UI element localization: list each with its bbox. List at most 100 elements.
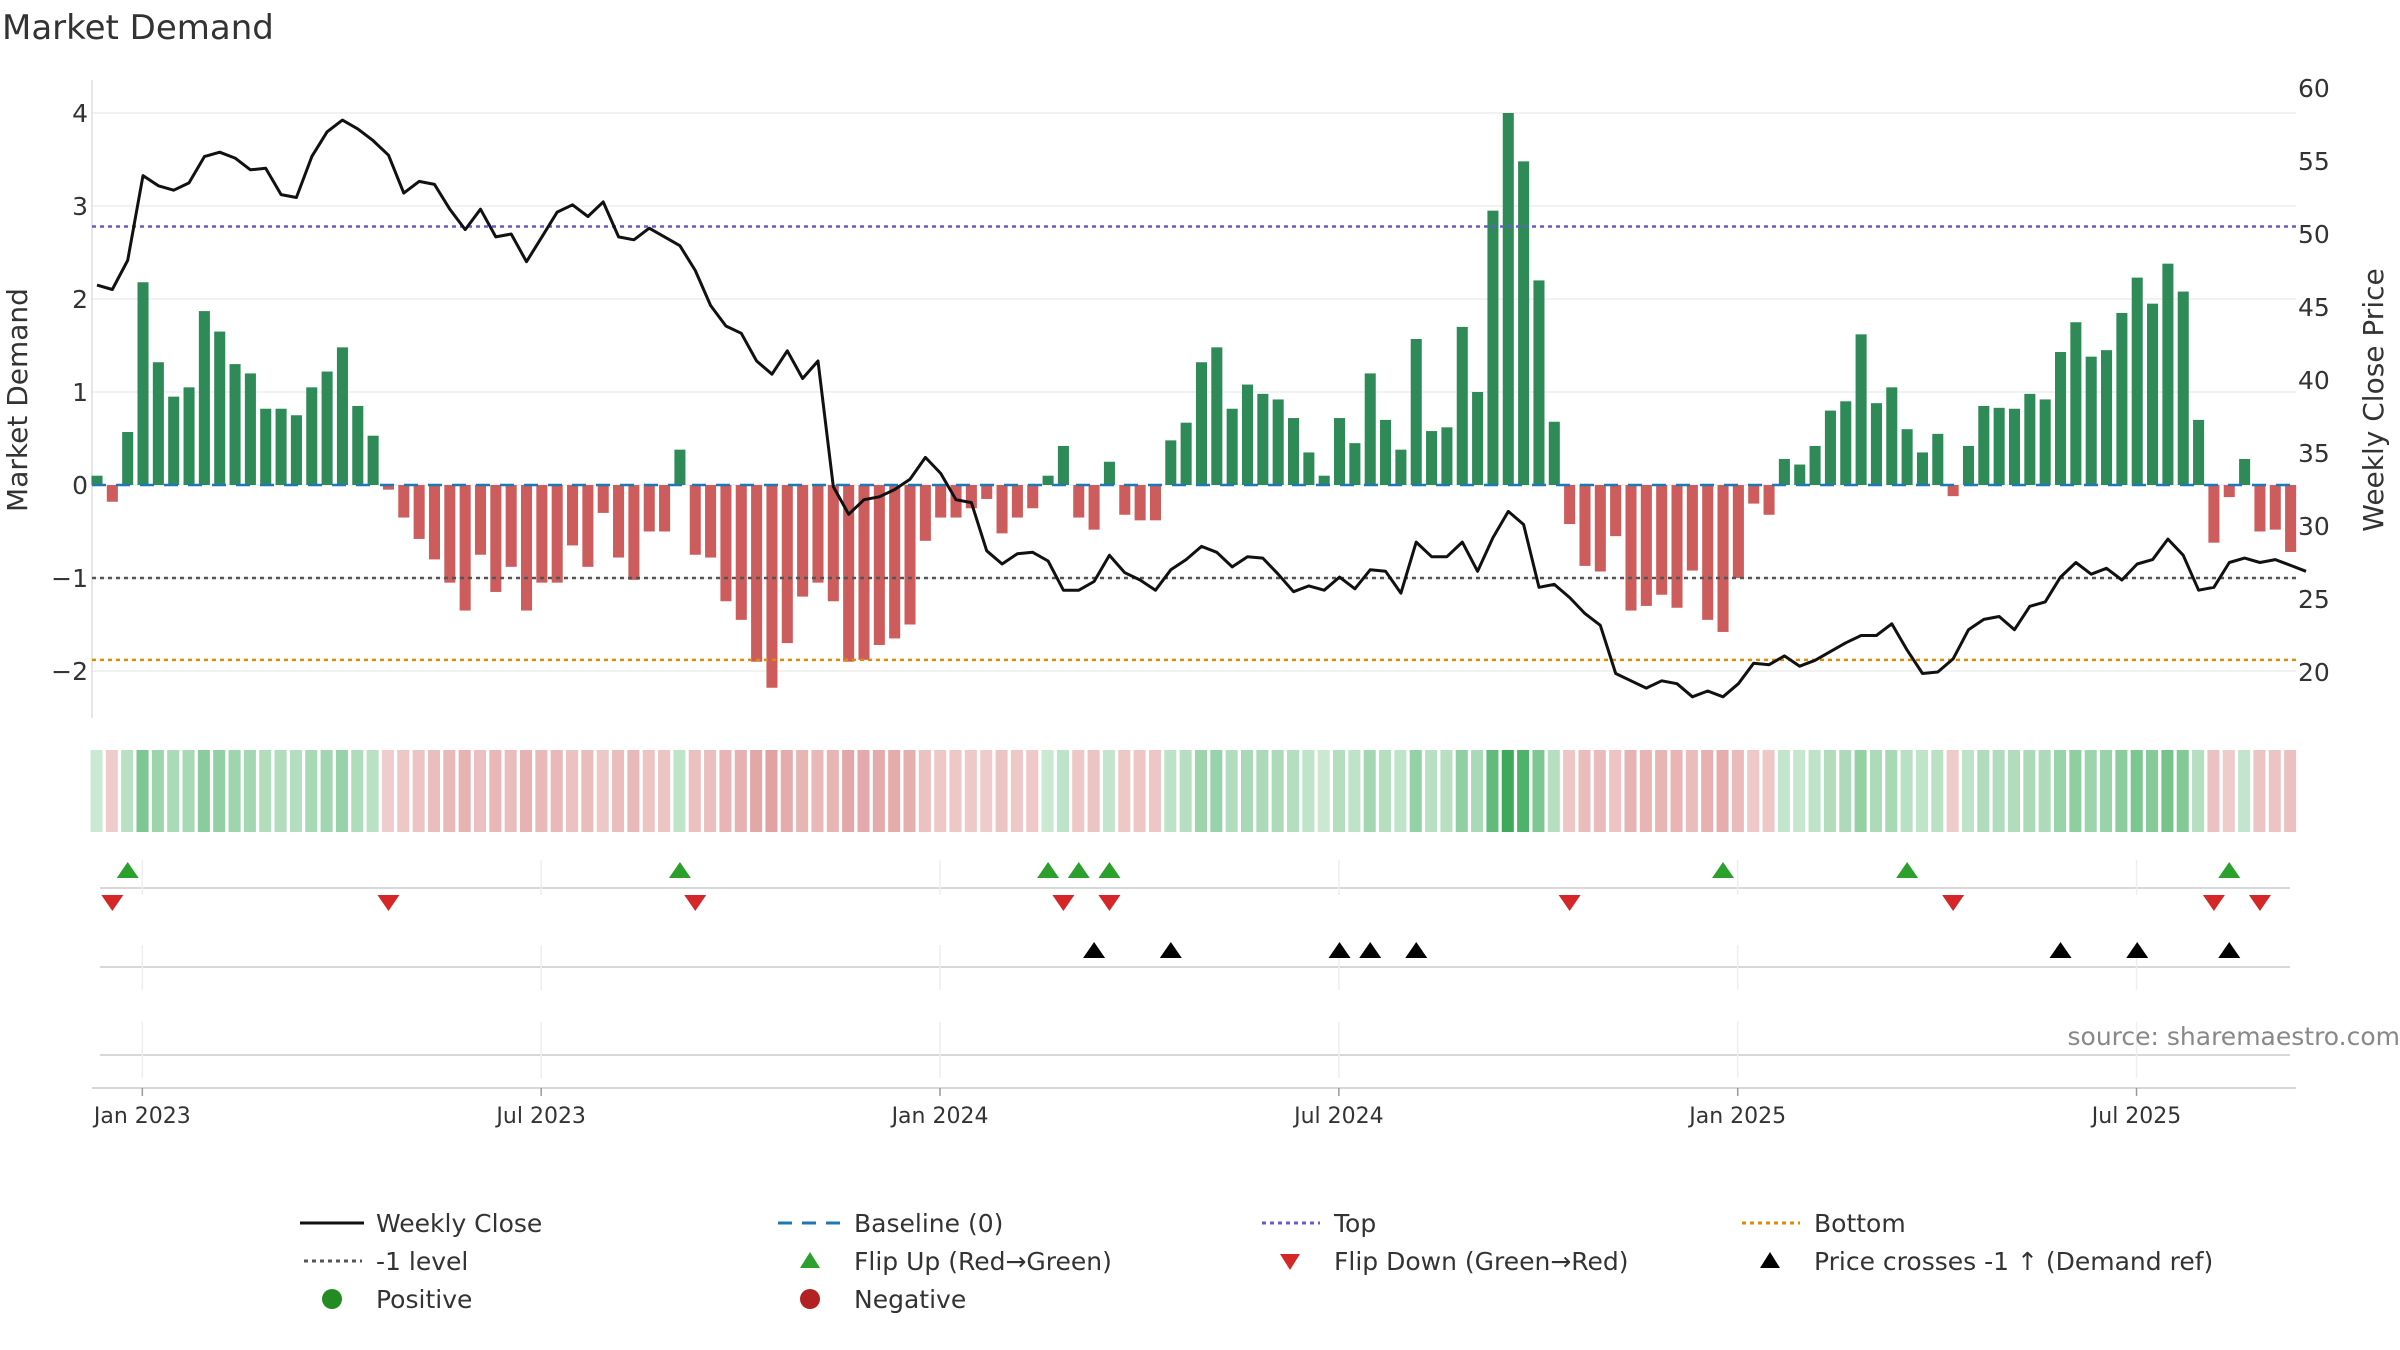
heat-cell (1010, 750, 1023, 832)
demand-bar (1272, 399, 1284, 485)
heat-cell (535, 750, 548, 832)
heat-cell (903, 750, 916, 832)
heat-cell (872, 750, 885, 832)
demand-bar (1303, 452, 1315, 485)
heat-cell (934, 750, 947, 832)
demand-bar (1625, 485, 1637, 611)
heat-cell (351, 750, 364, 832)
heat-cell (1317, 750, 1330, 832)
demand-bar (2177, 291, 2189, 485)
demand-bar (2024, 393, 2036, 485)
heat-cell (1348, 750, 1361, 832)
heat-cell (504, 750, 517, 832)
heat-cell (167, 750, 180, 832)
demand-bar (367, 435, 379, 485)
demand-bar (1855, 334, 1867, 485)
heat-cell (1087, 750, 1100, 832)
demand-bar (1748, 485, 1760, 504)
heat-cell (182, 750, 195, 832)
demand-bar (520, 485, 533, 611)
demand-bar (1518, 161, 1530, 486)
source-note: source: sharemaestro.com (2067, 1022, 2400, 1051)
legend-label: -1 level (376, 1246, 469, 1276)
heat-cell (1777, 750, 1790, 832)
demand-bar (1011, 485, 1023, 518)
heat-cell (2038, 750, 2051, 832)
heat-cell (366, 750, 379, 832)
heat-cell (473, 750, 487, 832)
demand-bar (137, 282, 149, 485)
demand-bar (1502, 113, 1514, 485)
dotted-line-icon (304, 1259, 362, 1263)
demand-bar (336, 347, 348, 485)
heat-cell (550, 750, 563, 832)
heat-cell (1793, 750, 1806, 832)
right-tick-label: 40 (2298, 366, 2330, 395)
heat-cell (1854, 750, 1867, 832)
demand-bar (781, 485, 793, 644)
demand-bar (1610, 485, 1622, 537)
heat-cell (427, 750, 441, 832)
demand-bar (398, 485, 410, 518)
left-tick-label: 3 (72, 192, 88, 221)
demand-bar (2147, 303, 2159, 485)
heat-cell (1747, 750, 1760, 832)
heat-cell (1839, 750, 1852, 832)
heat-cell (1240, 750, 1254, 832)
right-tick-label: 50 (2298, 220, 2330, 249)
demand-bar (827, 485, 839, 602)
demand-bar (1226, 408, 1238, 485)
heat-cell (1639, 750, 1652, 832)
legend-label: Baseline (0) (854, 1208, 1004, 1238)
demand-bar (1993, 407, 2005, 485)
demand-bar (1257, 393, 1269, 485)
heat-cell (1072, 750, 1085, 832)
demand-bar (582, 485, 594, 567)
demand-bar (198, 311, 210, 485)
heat-cell (1164, 750, 1177, 832)
x-tick-label: Jul 2023 (494, 1104, 586, 1129)
flip-down-marker (2248, 895, 2271, 911)
demand-bar (1809, 445, 1821, 485)
demand-bar (950, 485, 962, 518)
demand-bar (1794, 464, 1806, 485)
demand-bar (812, 485, 824, 583)
heat-cell (842, 750, 855, 832)
demand-bar (183, 387, 195, 485)
heat-cell (1609, 750, 1622, 832)
demand-bar (244, 373, 256, 485)
demand-bar (1886, 387, 1898, 485)
legend-item-weekly-close: Weekly Close (300, 1208, 542, 1238)
circle-icon (800, 1289, 820, 1309)
heat-cell (1225, 750, 1238, 832)
x-tick-label: Jul 2024 (1292, 1104, 1384, 1129)
left-tick-label: 4 (72, 99, 88, 128)
heat-cell (566, 750, 579, 832)
heat-cell (2130, 750, 2143, 832)
demand-bar (674, 449, 686, 485)
heat-cell (1333, 750, 1346, 832)
heat-cell (228, 750, 241, 832)
left-tick-label: 1 (72, 378, 88, 407)
triangle-up-icon (800, 1252, 820, 1268)
heat-cell (136, 750, 149, 832)
heat-cell (1946, 750, 1959, 832)
flip-down-marker (1098, 895, 1121, 911)
left-axis-title: Market Demand (1, 288, 34, 512)
demand-bar (1364, 373, 1376, 485)
demand-bar (1579, 485, 1591, 566)
demand-bar (2285, 485, 2297, 552)
price-cross-marker (2126, 942, 2149, 958)
demand-bar (1732, 485, 1744, 578)
heat-cell (2222, 750, 2235, 832)
heat-cell (1716, 750, 1729, 832)
demand-bar (1656, 485, 1668, 595)
flip-up-marker (1037, 862, 1060, 878)
heat-cell (1808, 750, 1821, 832)
demand-bar (1686, 485, 1698, 571)
legend-item-flip-down: Flip Down (Green→Red) (1258, 1246, 1629, 1276)
flip-up-marker (1067, 862, 1090, 878)
heat-cell (1363, 750, 1376, 832)
heat-cell (1701, 750, 1714, 832)
